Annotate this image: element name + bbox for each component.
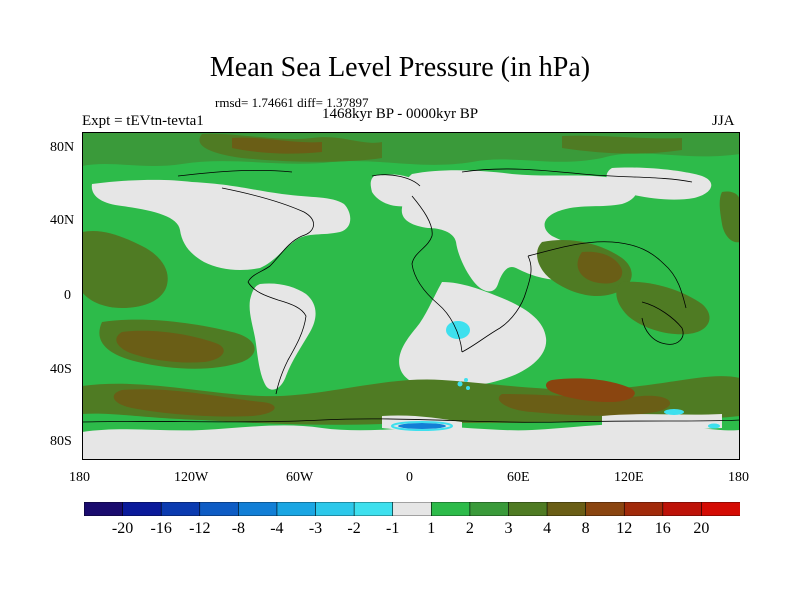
colorbar-label: -1 [386,520,400,537]
experiment-label: Expt = tEVtn-tevta1 [82,113,204,129]
lon-label-180w: 180 [69,470,90,485]
map-frame [82,132,740,460]
southern-africa-region [399,282,547,388]
colorbar-swatch [623,502,664,516]
colorbar-label: 8 [581,520,590,537]
lon-label-0: 0 [406,470,413,485]
lat-label-40s: 40S [50,362,72,377]
lon-label-60e: 60E [507,470,530,485]
lon-label-120w: 120W [174,470,209,485]
colorbar-swatch [276,502,317,516]
north-america-region [91,179,351,270]
colorbar-label: 3 [504,520,513,537]
colorbar-swatch [353,502,394,516]
colorbar-swatch [122,502,162,516]
lon-label-180e: 180 [728,470,749,485]
colorbar-swatch [508,502,548,516]
colorbar-swatch [701,502,740,516]
colorbar-swatch [160,502,201,516]
colorbar-swatch [84,502,124,516]
north-pacific-anomaly [82,191,740,308]
season-label: JJA [712,113,735,129]
lat-label-80s: 80S [50,434,72,449]
lat-label-80n: 80N [50,140,75,155]
stats-line: rmsd= 1.74661 diff= 1.37897 [215,95,369,110]
colorbar-label: -3 [308,520,323,537]
period-label: 1468kyr BP - 0000kyr BP [322,106,479,122]
lon-label-120e: 120E [614,470,644,485]
southern-ocean-anomaly [82,376,740,425]
colorbar-swatch [662,502,703,516]
colorbar-label: 1 [427,520,436,537]
coastlines [82,168,740,423]
colorbar-label: -2 [347,520,361,537]
colorbar-swatch [238,502,278,516]
colorbar-label: -8 [231,520,246,537]
colorbar-label: 16 [654,520,671,537]
colorbar-swatch [585,502,626,516]
colorbar-label: -16 [150,520,172,537]
colorbar-label: -4 [270,520,284,537]
south-america-region [249,283,316,390]
colorbar-swatch [546,502,587,516]
pressure-map [82,132,740,460]
colorbar-swatch [469,502,510,516]
lat-label-0: 0 [64,288,71,303]
colorbar-swatch [315,502,355,516]
negative-anomalies [391,321,720,431]
colorbar-label: 4 [543,520,552,537]
colorbar-swatch [392,502,433,516]
lon-label-60w: 60W [286,470,314,485]
colorbar-label: 2 [465,520,474,537]
arctic-band [82,132,740,166]
colorbar-swatch [430,502,471,516]
colorbar [84,502,740,516]
chart-title: Mean Sea Level Pressure (in hPa) [209,52,591,83]
colorbar-label: -20 [111,520,134,537]
tropical-anomaly [99,239,710,369]
pacific-grey-patch [606,167,712,200]
lat-label-40n: 40N [50,213,75,228]
colorbar-label: 12 [616,520,633,537]
colorbar-label: 20 [693,520,710,537]
colorbar-swatch [199,502,240,516]
colorbar-label: -12 [189,520,211,537]
